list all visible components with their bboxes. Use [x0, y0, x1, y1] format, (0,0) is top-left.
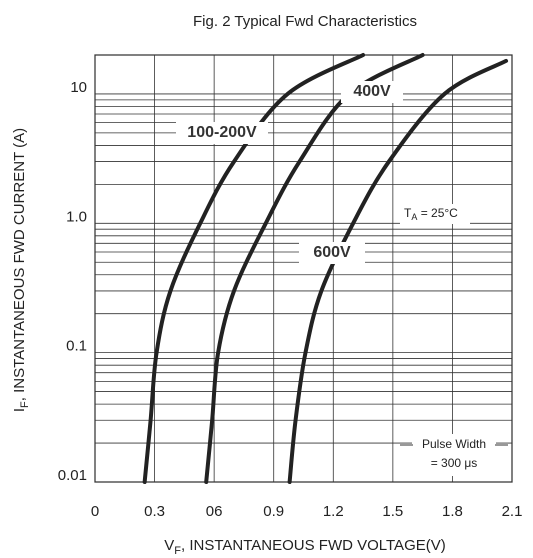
pulse-annotation: Pulse Width: [422, 437, 486, 451]
x-axis-label: VF, INSTANTANEOUS FWD VOLTAGE(V): [164, 537, 445, 557]
x-tick-label: 0.3: [144, 503, 165, 520]
x-tick-label: 1.2: [323, 503, 344, 520]
x-tick-label: 1.8: [442, 503, 463, 520]
y-label-main: I: [11, 408, 28, 412]
x-label-main: V: [164, 537, 174, 554]
annotation-bg: [400, 204, 470, 224]
x-tick-label: 0: [91, 503, 99, 520]
x-tick-label: 2.1: [502, 503, 523, 520]
y-tick-label: 1.0: [66, 208, 87, 225]
curve-label-bg: [341, 81, 403, 103]
y-tick-label: 0.1: [66, 338, 87, 355]
annotation-bg: [412, 434, 496, 476]
y-axis-label: IF, INSTANTANEOUS FWD CURRENT (A): [11, 128, 31, 412]
curve-label-bg: [176, 122, 268, 144]
curve-label: 400V: [353, 83, 391, 100]
curve: [204, 53, 425, 484]
y-label-rest: , INSTANTANEOUS FWD CURRENT (A): [11, 128, 28, 401]
curve-label: 600V: [313, 244, 351, 261]
y-tick-label: 0.01: [58, 467, 87, 484]
y-tick-label: 10: [70, 79, 87, 96]
plot-frame: [94, 54, 513, 483]
y-label-sub: F: [19, 401, 31, 408]
pulse-annotation: = 300 μs: [431, 456, 478, 470]
x-label-sub: F: [174, 545, 181, 557]
annotation-sub: A: [411, 212, 417, 222]
x-label-rest: , INSTANTANEOUS FWD VOLTAGE(V): [181, 537, 446, 554]
annotation-rest: = 25°C: [417, 206, 458, 220]
x-tick-label: 0.9: [263, 503, 284, 520]
x-tick-label: 06: [206, 503, 223, 520]
curve-label: 100-200V: [187, 124, 257, 141]
curve-label-bg: [299, 242, 365, 264]
annotation-main: T: [404, 206, 412, 220]
chart-title: Fig. 2 Typical Fwd Characteristics: [193, 13, 417, 30]
x-tick-label: 1.5: [382, 503, 403, 520]
temperature-annotation: TA = 25°C: [404, 206, 458, 222]
curve: [142, 53, 366, 484]
